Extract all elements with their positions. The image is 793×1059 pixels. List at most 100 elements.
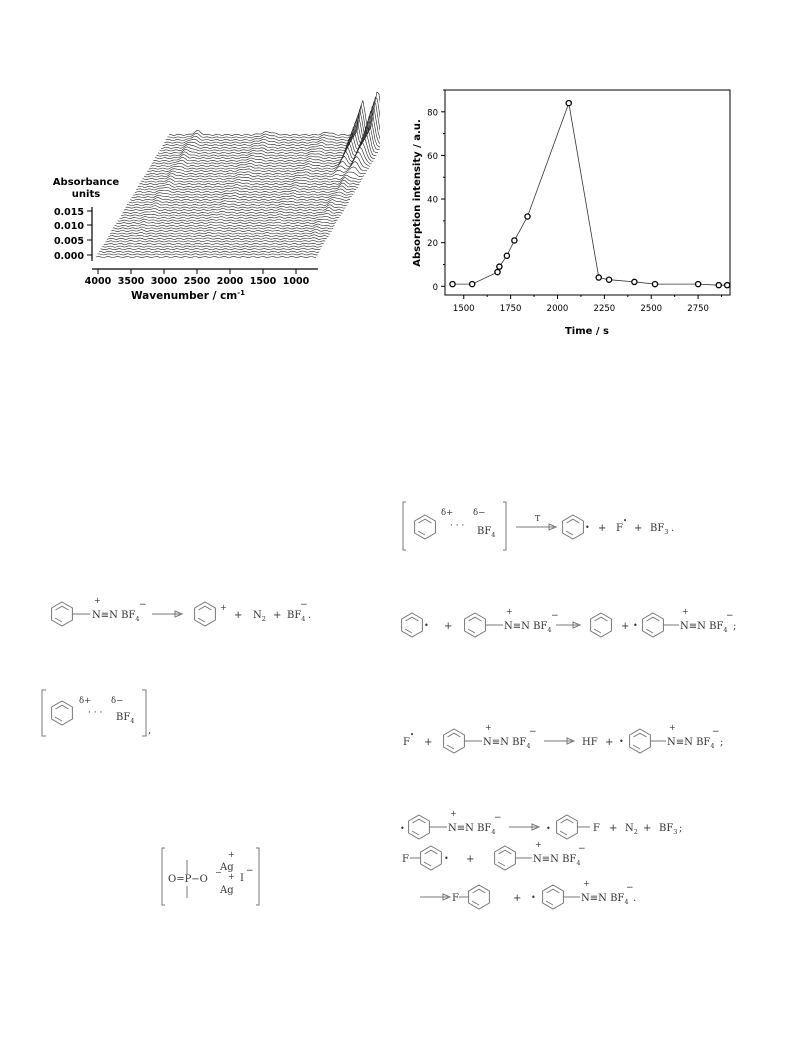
ir-y-ticks: 0.015 0.010 0.005 0.000 [54,207,92,262]
svg-text:N≡N BF4: N≡N BF4 [667,737,715,750]
svg-text:+: + [634,523,642,534]
svg-text:•: • [623,517,627,525]
ir-trace [109,231,330,235]
svg-text:N≡N BF4: N≡N BF4 [483,737,531,750]
svg-text:.: . [633,893,636,904]
svg-text:−: − [215,868,222,877]
svg-text:+: + [466,854,474,865]
ir-y-tick-label: 0.015 [54,207,84,218]
ir-trace [153,141,374,162]
ir-trace [128,199,349,204]
y-axis-title: Absorption intensity / a.u. [412,119,423,266]
svg-text:δ+: δ+ [441,508,453,518]
svg-text:+: + [485,723,492,732]
scheme-fluorination: • + N≡N BF4 − • F + N2 + BF3 ; [400,809,682,840]
waterfall-traces [95,91,380,258]
svg-text:F: F [452,893,459,904]
ir-trace [112,226,334,230]
svg-text:BF4: BF4 [477,526,495,539]
svg-text:−: − [551,611,559,621]
svg-text:•: • [531,893,536,902]
ir-trace [111,228,332,232]
svg-text:+: + [234,610,242,621]
ir-y-tick-label: 0.000 [54,251,84,262]
svg-text:F: F [593,823,600,834]
svg-text:.: . [671,523,674,534]
x-tick-label: 2000 [547,304,569,314]
svg-text:−: − [246,866,254,876]
svg-text:+: + [535,840,542,849]
ir-trace [145,166,366,175]
ir-trace [116,221,337,225]
ir-y-title-line2: units [72,189,100,200]
scheme-hydrogen-abstraction-phenyl: • + + N≡N BF4 − + • + N≡N BF4 − ; [401,607,736,638]
ir-x-tick-label: 2500 [184,276,211,287]
svg-text:•: • [633,621,638,630]
svg-text:−: − [139,600,147,610]
ir-trace [100,248,321,251]
svg-text:δ−: δ− [111,696,123,706]
plot-frame [444,89,731,296]
svg-text:;: ; [679,823,682,834]
data-point [723,281,731,289]
data-point [524,213,531,220]
ir-trace [168,91,380,136]
scheme-thermal-dissociation: δ+ · · · δ− BF4 T • + F • + BF3 . [402,501,674,551]
ir-trace [108,234,329,238]
svg-text:BF3: BF3 [650,523,668,536]
svg-text:−: − [578,844,586,854]
ir-waterfall-figure: 0.015 0.010 0.005 0.000 Absorbance units… [53,91,380,302]
ir-trace [148,156,369,170]
svg-text:+: + [682,607,689,616]
data-point [595,274,602,281]
svg-text:+: + [94,596,101,605]
ir-trace [131,194,352,199]
svg-text:−: − [300,600,308,610]
ir-trace [126,201,348,206]
ir-trace [144,171,365,178]
ir-trace [95,256,317,258]
y-tick-label: 80 [427,108,438,118]
x-tick-label: 2500 [640,304,662,314]
ir-trace [140,177,361,183]
svg-text:+: + [605,737,613,748]
svg-text:−: − [712,727,720,737]
series-line [452,101,728,286]
series-line [449,99,731,289]
data-point [694,280,702,288]
svg-text:−: − [494,813,502,823]
svg-text:+: + [444,621,452,632]
ir-x-ticks: 4000 3500 3000 2500 2000 1500 1000 [85,269,310,287]
ir-trace [159,121,380,152]
reaction-schemes: + N≡N BF4 − + + N2 + BF4 − . δ+ · · · δ−… [41,501,736,910]
svg-text:BF4: BF4 [287,610,305,623]
ir-y-title-line1: Absorbance [53,177,120,188]
ir-trace [150,151,371,167]
data-point [631,278,638,286]
y-ticks: 0 20 40 60 80 [427,89,445,293]
ir-trace [102,245,323,248]
svg-text:N2: N2 [253,610,266,623]
ir-x-tick-label: 3000 [151,276,178,287]
ir-trace [157,126,379,154]
svg-text:•: • [444,854,449,863]
svg-text:δ−: δ− [473,508,485,518]
svg-text:+: + [220,603,227,612]
svg-text:O=P−O: O=P−O [168,874,208,885]
ir-trace [134,188,355,193]
ir-trace [122,209,343,214]
svg-text:N≡N BF4: N≡N BF4 [533,854,581,867]
svg-text:N≡N BF4: N≡N BF4 [680,621,728,634]
x-tick-label: 1750 [500,304,522,314]
data-point [565,99,572,107]
svg-text:;: ; [733,621,736,632]
svg-text:+: + [583,879,590,888]
ir-trace [105,240,326,243]
ir-x-tick-label: 2000 [217,276,244,287]
svg-text:+: + [598,523,606,534]
svg-text:BF4: BF4 [116,712,134,725]
ir-trace [164,105,380,144]
svg-text:−: − [726,611,734,621]
x-tick-label: 2750 [687,304,709,314]
svg-text:F: F [403,737,410,748]
